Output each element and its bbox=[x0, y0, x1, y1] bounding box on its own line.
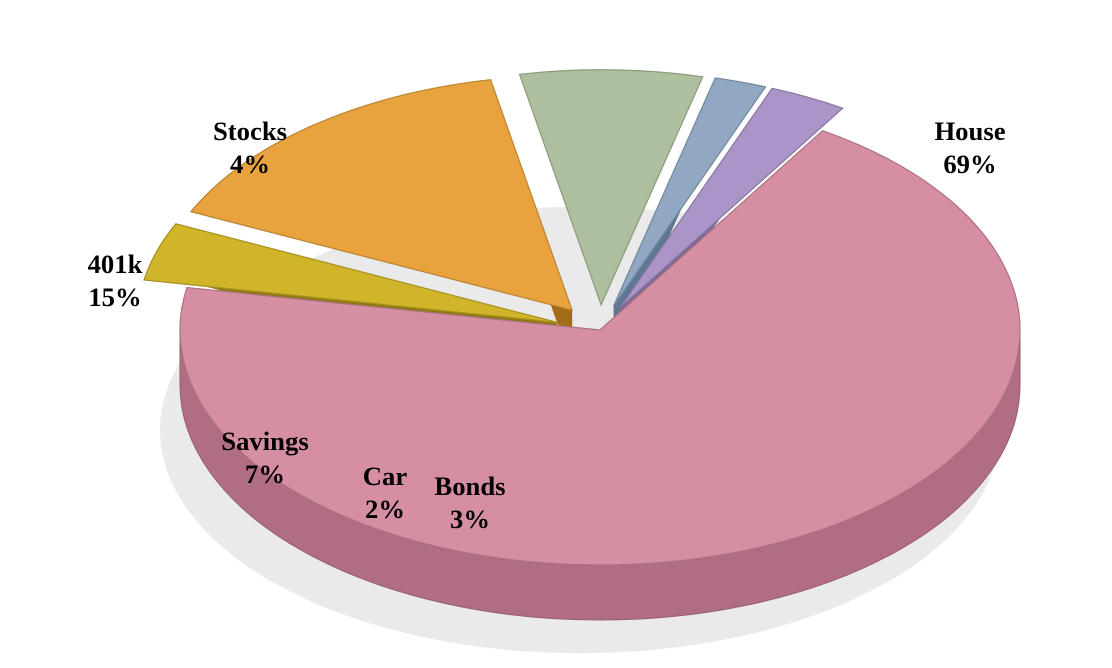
pie-chart-3d: House69%Stocks4%401k15%Savings7%Car2%Bon… bbox=[0, 0, 1112, 668]
slice-k401-label-name: 401k bbox=[55, 248, 175, 281]
pie-chart-canvas bbox=[0, 0, 1112, 668]
slice-stocks-label-pct: 4% bbox=[190, 148, 310, 181]
slice-k401-label: 401k15% bbox=[55, 248, 175, 315]
slice-bonds-label: Bonds3% bbox=[410, 470, 530, 537]
slice-bonds-label-pct: 3% bbox=[410, 503, 530, 536]
slice-house-label: House69% bbox=[910, 115, 1030, 182]
slice-stocks-label-name: Stocks bbox=[190, 115, 310, 148]
slice-k401-label-pct: 15% bbox=[55, 281, 175, 314]
slice-stocks-label: Stocks4% bbox=[190, 115, 310, 182]
slice-savings-label: Savings7% bbox=[205, 425, 325, 492]
slice-house-label-pct: 69% bbox=[910, 148, 1030, 181]
slice-savings-label-name: Savings bbox=[205, 425, 325, 458]
slice-house-label-name: House bbox=[910, 115, 1030, 148]
slice-savings-label-pct: 7% bbox=[205, 458, 325, 491]
slice-bonds-label-name: Bonds bbox=[410, 470, 530, 503]
